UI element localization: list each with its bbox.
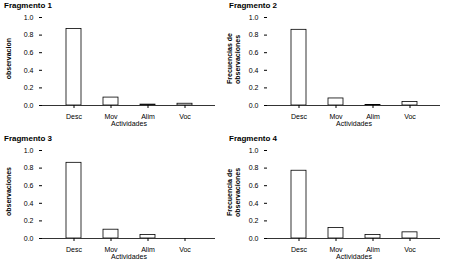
svg-text:1.0: 1.0 [249,14,259,21]
html-text:Fragmento 4: Fragmento 4 [229,134,277,143]
svg-text:Alim: Alim [141,113,155,121]
svg-text:0.4: 0.4 [24,67,34,74]
svg-text:0.0: 0.0 [249,235,259,242]
svg-text:Desc: Desc [291,246,307,253]
html-text:observacion: observacion [5,38,12,80]
html-text:Fragmento 3: Fragmento 3 [4,134,52,143]
svg-text:1.0: 1.0 [24,14,34,21]
svg-text:0.0: 0.0 [249,102,259,109]
svg-text:0.6: 0.6 [249,49,259,56]
svg-text:Actividades: Actividades [111,120,147,127]
svg-text:0.2: 0.2 [249,217,259,224]
svg-text:0.2: 0.2 [24,217,34,224]
html-text:observaciones: observaciones [5,167,12,217]
svg-text:Mov: Mov [104,246,118,254]
svg-text:0.6: 0.6 [24,182,34,189]
svg-text:Mov: Mov [329,246,343,254]
svg-text:Voc: Voc [179,113,191,120]
svg-text:0.6: 0.6 [24,49,34,56]
svg-text:0.0: 0.0 [24,102,34,109]
svg-text:Alim: Alim [366,113,380,121]
svg-text:0.4: 0.4 [249,200,259,207]
svg-text:Desc: Desc [291,113,307,120]
svg-text:0.8: 0.8 [249,164,259,171]
svg-text:1.0: 1.0 [249,147,259,154]
svg-text:Alim: Alim [366,246,380,254]
svg-text:Desc: Desc [66,246,82,253]
html-text:Fragmento 1: Fragmento 1 [4,1,52,10]
svg-text:Actividades: Actividades [336,253,372,260]
svg-text:0.4: 0.4 [249,67,259,74]
svg-text:Actividades: Actividades [111,253,147,260]
svg-text:Alim: Alim [141,246,155,254]
svg-text:Desc: Desc [66,113,82,120]
html-text:Frecuencia de observaciones: Frecuencia de observaciones [226,168,241,217]
html-text:Frecuencias de observaciones: Frecuencias de observaciones [226,33,241,85]
svg-text:Actividades: Actividades [336,120,372,127]
svg-text:0.0: 0.0 [24,235,34,242]
svg-text:Voc: Voc [404,246,416,253]
svg-text:0.2: 0.2 [249,84,259,91]
svg-text:Mov: Mov [104,113,118,121]
svg-text:Voc: Voc [404,113,416,120]
svg-text:0.4: 0.4 [24,200,34,207]
svg-text:Voc: Voc [179,246,191,253]
svg-text:1.0: 1.0 [24,147,34,154]
svg-text:0.6: 0.6 [249,182,259,189]
svg-text:0.8: 0.8 [249,31,259,38]
svg-text:Mov: Mov [329,113,343,121]
svg-text:0.8: 0.8 [24,31,34,38]
html-text:Fragmento 2: Fragmento 2 [229,1,277,10]
svg-text:0.2: 0.2 [24,84,34,91]
svg-text:0.8: 0.8 [24,164,34,171]
